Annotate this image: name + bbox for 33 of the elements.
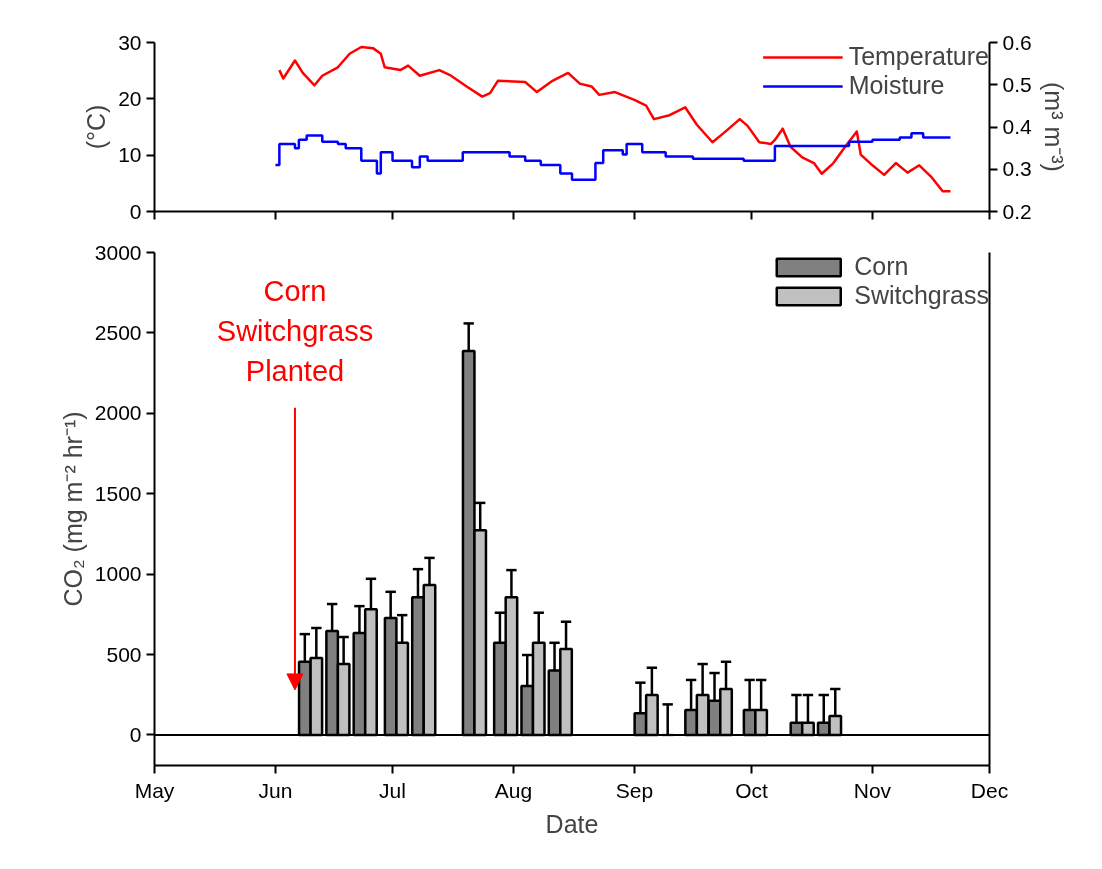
legend-label: Corn <box>854 252 909 281</box>
y2-tick-label: 0.3 <box>1002 157 1032 181</box>
y-tick-label: 2000 <box>94 401 142 425</box>
y2-tick-label: 0.5 <box>1002 72 1032 96</box>
y2-tick-label: 0.2 <box>1002 199 1032 223</box>
legend-label: Moisture <box>848 71 945 100</box>
x-tick-label: May <box>134 778 175 802</box>
y-tick-label: 0 <box>129 199 142 223</box>
y2-tick-label: 0.6 <box>1002 30 1032 54</box>
y-tick-label: 1000 <box>94 562 142 586</box>
y-axis-title: (°C) <box>82 104 111 150</box>
y-tick-label: 20 <box>118 86 142 110</box>
x-axis-title: Date <box>545 809 599 838</box>
y-tick-label: 30 <box>118 30 142 54</box>
y-tick-label: 0 <box>129 722 142 746</box>
y2-tick-label: 0.4 <box>1002 115 1033 138</box>
y2-axis-title: (m³ m⁻³) <box>1039 82 1068 172</box>
x-tick-label: Sep <box>615 778 654 802</box>
x-tick-label: Nov <box>853 778 892 802</box>
x-tick-label: Jun <box>258 778 293 802</box>
y-tick-label: 1500 <box>94 481 142 505</box>
x-tick-label: Dec <box>970 778 1009 802</box>
y-axis-title: CO₂ (mg m⁻² hr⁻¹) <box>58 411 87 607</box>
legend-label: Temperature <box>848 42 989 71</box>
y-tick-label: 2500 <box>94 320 142 344</box>
x-tick-label: Jul <box>379 778 406 802</box>
annotation: Corn Switchgrass Planted <box>216 275 374 388</box>
legend-label: Switchgrass <box>854 281 989 310</box>
x-tick-label: Aug <box>494 778 533 802</box>
x-tick-label: Oct <box>735 778 768 802</box>
y-tick-label: 500 <box>106 642 142 666</box>
y-tick-label: 3000 <box>94 240 142 264</box>
y-tick-label: 10 <box>118 143 142 167</box>
